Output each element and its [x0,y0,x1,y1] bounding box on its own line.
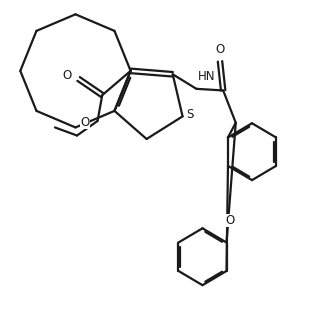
Text: O: O [62,69,72,82]
Text: S: S [186,108,193,121]
Text: O: O [215,42,225,55]
Text: O: O [80,116,90,129]
Text: O: O [226,214,235,227]
Text: HN: HN [198,70,215,83]
